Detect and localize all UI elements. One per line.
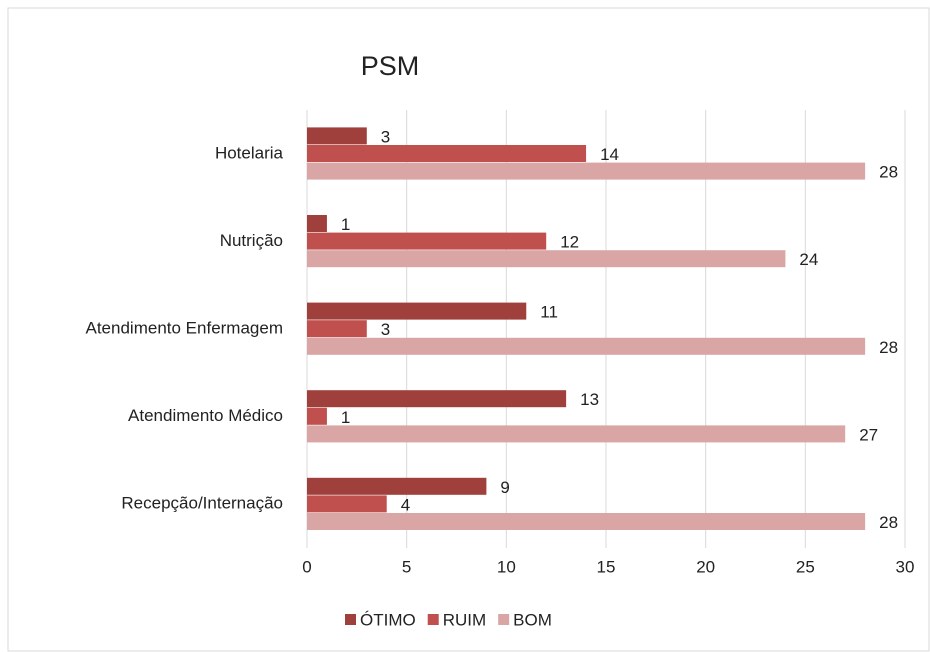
data-label: 13 [580,390,599,409]
bar [307,127,367,145]
data-label: 28 [879,513,898,532]
data-label: 1 [341,215,350,234]
data-label: 24 [799,250,818,269]
x-tick-label: 10 [497,557,516,576]
bar [307,337,866,355]
chart-frame [7,7,930,652]
x-tick-label: 15 [597,557,616,576]
data-label: 9 [500,478,509,497]
legend-label: BOM [513,610,552,629]
y-tick-label: Nutrição [220,231,283,250]
y-tick-label: Hotelaria [215,143,284,162]
bar [307,513,866,530]
data-label: 28 [879,338,898,357]
bar [307,302,527,320]
data-label: 14 [600,145,619,164]
x-tick-label: 30 [896,557,915,576]
legend-swatch [345,614,356,625]
x-tick-label: 20 [696,557,715,576]
data-label: 3 [381,127,390,146]
legend-label: RUIM [443,610,486,629]
data-label: 3 [381,320,390,339]
bar [307,162,866,180]
chart-title: PSM [361,51,420,81]
legend-label: ÓTIMO [360,610,416,629]
bar [307,495,387,513]
bar [307,145,587,162]
x-tick-label: 25 [796,557,815,576]
data-label: 27 [859,425,878,444]
data-label: 1 [341,408,350,427]
bar [307,425,846,443]
bar [307,407,327,425]
data-label: 11 [540,303,558,322]
bar [307,320,367,338]
legend-swatch [498,614,510,625]
bar [307,232,547,250]
bar [307,390,567,408]
x-tick-label: 0 [302,557,311,576]
legend-swatch [427,614,439,625]
x-tick-label: 5 [402,557,411,576]
data-label: 4 [401,495,410,514]
y-tick-label: Atendimento Enfermagem [86,318,284,337]
bar [307,250,786,268]
data-label: 12 [560,233,579,252]
y-tick-label: Recepção/Internação [121,494,283,513]
bar [307,215,327,232]
bar [307,477,487,495]
y-tick-label: Atendimento Médico [128,406,283,425]
data-label: 28 [879,163,898,182]
